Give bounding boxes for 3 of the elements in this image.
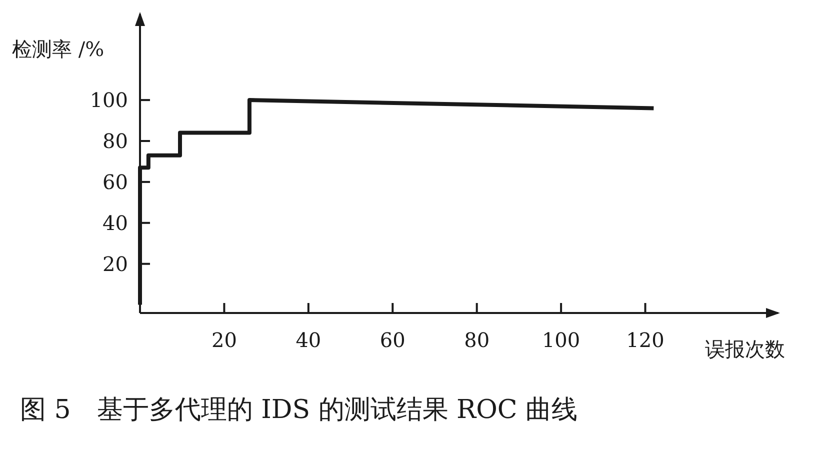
title: 图 5 基于多代理的 IDS 的测试结果 ROC 曲线	[20, 395, 578, 425]
xlabel: 误报次数	[705, 337, 785, 361]
ylabel: 检测率 /%	[12, 37, 104, 61]
